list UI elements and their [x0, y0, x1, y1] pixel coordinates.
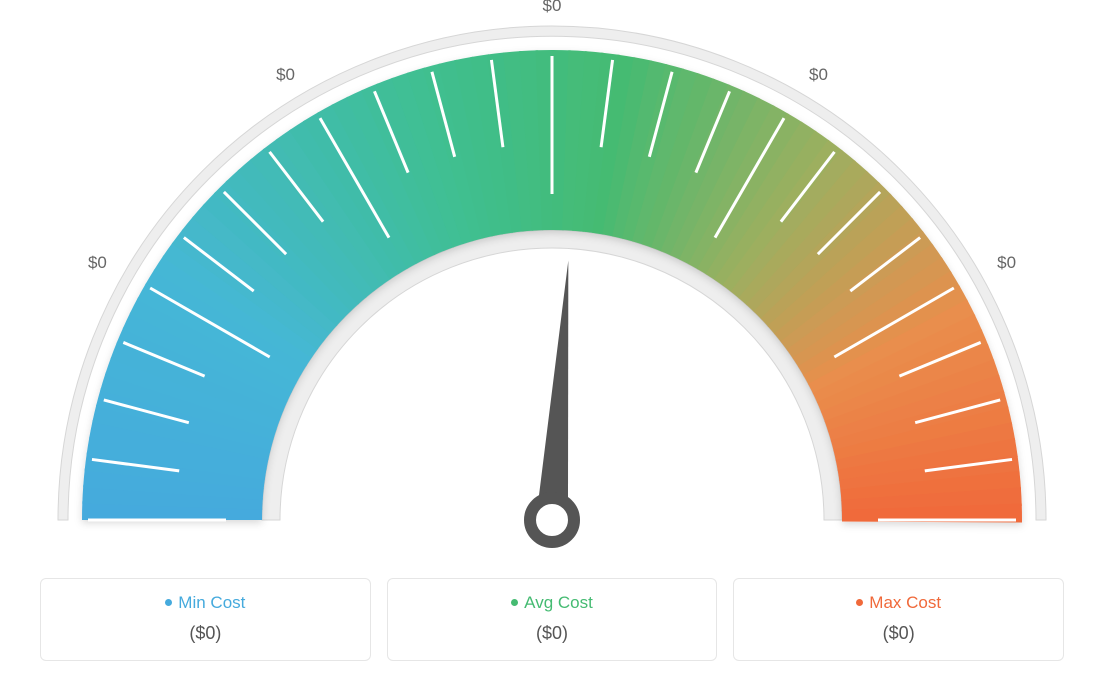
legend-label-max: Max Cost: [744, 593, 1053, 613]
dot-icon: [511, 599, 518, 606]
legend-card-min: Min Cost ($0): [40, 578, 371, 661]
legend-label-min: Min Cost: [51, 593, 360, 613]
legend-card-max: Max Cost ($0): [733, 578, 1064, 661]
legend-value-avg: ($0): [398, 623, 707, 644]
svg-text:$0: $0: [543, 0, 562, 15]
svg-text:$0: $0: [809, 65, 828, 84]
cost-gauge-chart: $0$0$0$0$0$0$0: [42, 0, 1062, 560]
legend-row: Min Cost ($0) Avg Cost ($0) Max Cost ($0…: [40, 578, 1064, 661]
svg-text:$0: $0: [997, 253, 1016, 272]
svg-text:$0: $0: [276, 65, 295, 84]
legend-label-avg: Avg Cost: [398, 593, 707, 613]
dot-icon: [165, 599, 172, 606]
legend-value-max: ($0): [744, 623, 1053, 644]
dot-icon: [856, 599, 863, 606]
legend-card-avg: Avg Cost ($0): [387, 578, 718, 661]
svg-text:$0: $0: [88, 253, 107, 272]
legend-value-min: ($0): [51, 623, 360, 644]
